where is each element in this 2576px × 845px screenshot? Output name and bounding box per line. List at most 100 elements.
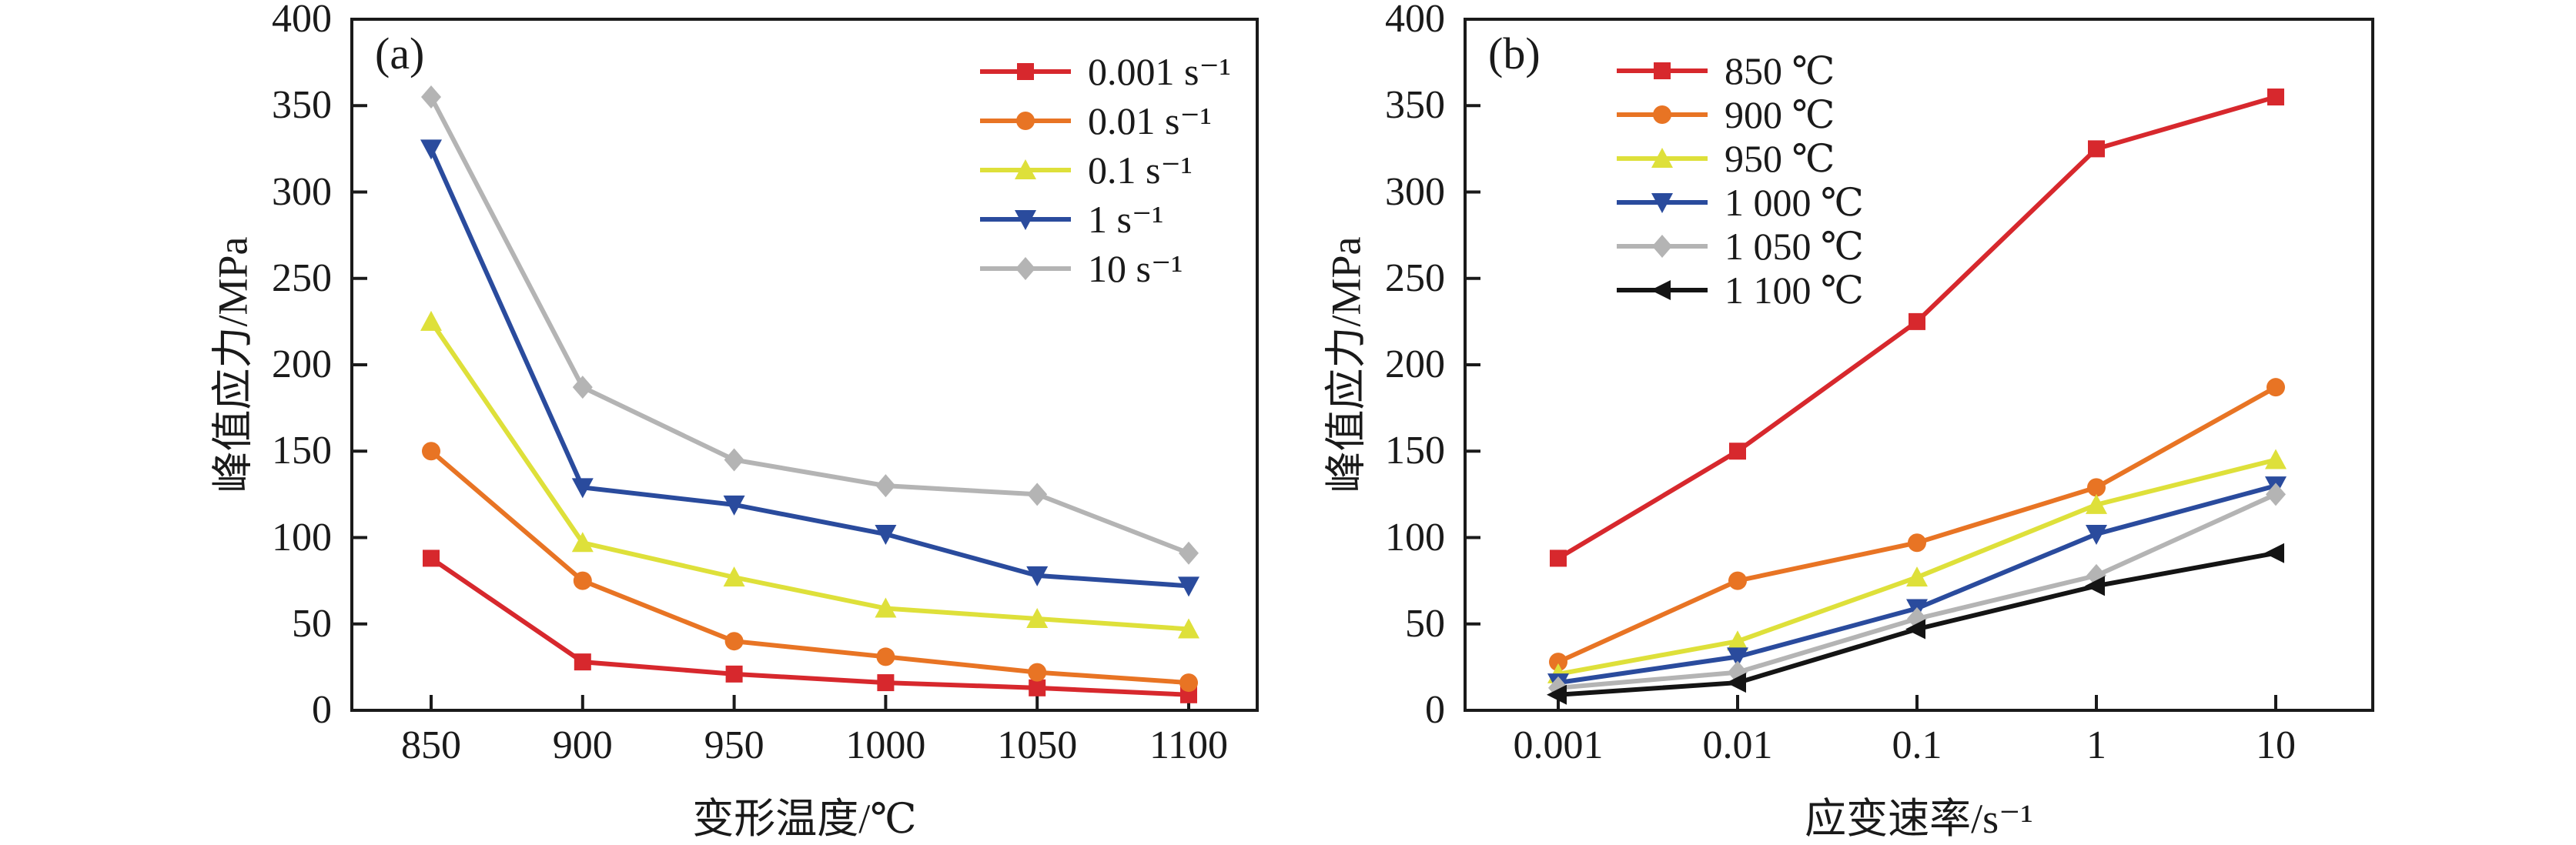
legend-label: 900 ℃ xyxy=(1725,92,1835,136)
plot-svg-b xyxy=(1464,18,2374,712)
legend-triangle-left-icon xyxy=(1651,279,1671,300)
legend-marker-icon xyxy=(1016,112,1035,130)
y-tick-label: 150 xyxy=(272,429,332,473)
series-line xyxy=(429,95,1190,556)
legend-item: 0.1 s⁻¹ xyxy=(980,145,1231,195)
panel-label-b: (b) xyxy=(1488,28,1541,78)
y-tick-label: 200 xyxy=(1385,342,1445,386)
legend-triangle-up-icon xyxy=(1651,147,1673,168)
legend-marker-icon xyxy=(1654,62,1671,79)
y-tick-label: 0 xyxy=(1425,688,1445,732)
y-tick-label: 0 xyxy=(312,688,332,732)
legend-line xyxy=(1617,147,1708,168)
x-tick-label: 0.01 xyxy=(1702,723,1773,767)
data-point-diamond xyxy=(572,376,593,399)
series-line xyxy=(430,556,1189,697)
legend-item: 1 050 ℃ xyxy=(1617,224,1864,268)
legend-diamond-icon xyxy=(1015,257,1035,280)
data-point-triangle-up xyxy=(1026,608,1049,629)
data-point-triangle-down xyxy=(1026,566,1049,586)
data-point-triangle-down xyxy=(420,139,442,160)
legend-line xyxy=(1617,234,1708,258)
data-point-diamond xyxy=(1027,483,1048,506)
legend-item: 850 ℃ xyxy=(1617,48,1864,92)
y-tick-label: 400 xyxy=(1385,0,1445,41)
legend-line xyxy=(980,257,1071,280)
panel-label-a: (a) xyxy=(375,28,425,78)
legend-label: 1 000 ℃ xyxy=(1725,180,1864,224)
legend-diamond-icon xyxy=(1652,234,1672,258)
data-point-triangle-up xyxy=(1727,630,1748,651)
data-point-circle xyxy=(724,632,744,651)
data-point-circle xyxy=(573,571,592,590)
legend-triangle-down-icon xyxy=(1015,210,1036,230)
data-point-circle xyxy=(422,442,440,461)
chart-panel-b: (b) 850 ℃ 900 ℃ 950 ℃ 1 000 ℃ 1 050 ℃ 1 100 ℃… xyxy=(1323,0,2374,842)
data-point-triangle-down xyxy=(875,525,897,546)
legend-marker-icon xyxy=(1653,105,1671,124)
y-tick-label: 250 xyxy=(1385,256,1445,300)
legend-a: 0.001 s⁻¹ 0.01 s⁻¹ 0.1 s⁻¹ 1 s⁻¹ 10 s⁻¹ xyxy=(980,47,1231,293)
data-point-triangle-left xyxy=(1726,673,1746,693)
legend-item: 950 ℃ xyxy=(1617,136,1864,180)
data-point-circle xyxy=(1728,571,1747,590)
data-point-triangle-up xyxy=(2265,449,2287,469)
x-tick-label: 1000 xyxy=(845,723,926,767)
x-tick-label: 0.1 xyxy=(1892,723,1942,767)
data-point-circle xyxy=(876,647,895,666)
y-tick-label: 150 xyxy=(1385,429,1445,473)
data-point-triangle-up xyxy=(1178,618,1199,639)
data-point-square xyxy=(2088,140,2105,158)
data-point-square xyxy=(423,549,440,567)
y-tick-label: 100 xyxy=(1385,515,1445,559)
data-point-triangle-up xyxy=(723,566,745,587)
y-tick-label: 300 xyxy=(1385,169,1445,214)
data-point-triangle-up xyxy=(875,597,897,618)
data-point-diamond xyxy=(421,85,441,109)
data-point-triangle-up xyxy=(2086,493,2107,514)
y-tick-label: 300 xyxy=(272,169,332,214)
legend-square-icon xyxy=(1017,63,1034,80)
data-point-diamond xyxy=(2266,483,2286,506)
y-tick-label: 200 xyxy=(272,342,332,386)
data-point-triangle-down xyxy=(571,478,594,499)
legend-marker-icon xyxy=(1652,234,1672,258)
data-point-square xyxy=(877,674,895,692)
data-point-square xyxy=(1909,312,1925,330)
data-point-triangle-down xyxy=(723,495,745,516)
data-point-circle xyxy=(1908,533,1926,553)
legend-line xyxy=(1617,192,1708,213)
legend-line xyxy=(1617,105,1708,124)
data-point-circle xyxy=(2087,478,2106,497)
y-tick-label: 250 xyxy=(272,256,332,300)
data-point-triangle-left xyxy=(2085,576,2105,596)
x-tick-label: 900 xyxy=(552,723,613,767)
y-tick-label: 350 xyxy=(272,83,332,128)
y-tick-label: 100 xyxy=(272,515,332,559)
series-line xyxy=(430,449,1189,686)
legend-marker-icon xyxy=(1651,192,1673,213)
data-point-circle xyxy=(1028,663,1047,682)
legend-marker-icon xyxy=(1651,279,1671,300)
legend-circle-icon xyxy=(1016,112,1035,130)
data-point-triangle-down xyxy=(1178,576,1199,597)
data-point-triangle-down xyxy=(1727,647,1748,668)
legend-label: 850 ℃ xyxy=(1725,48,1835,92)
plot-svg-a xyxy=(350,18,1259,712)
data-point-diamond xyxy=(724,448,744,472)
data-point-triangle-up xyxy=(420,310,442,331)
legend-marker-icon xyxy=(1015,257,1035,280)
data-point-diamond xyxy=(1179,541,1199,565)
legend-label: 0.01 s⁻¹ xyxy=(1088,99,1212,142)
x-tick-label: 0.001 xyxy=(1513,723,1604,767)
legend-label: 1 050 ℃ xyxy=(1725,224,1864,268)
legend-label: 1 s⁻¹ xyxy=(1088,198,1164,241)
series-line xyxy=(1557,492,2277,690)
legend-label: 950 ℃ xyxy=(1725,136,1835,180)
x-tick-label: 10 xyxy=(2256,723,2296,767)
legend-b: 850 ℃ 900 ℃ 950 ℃ 1 000 ℃ 1 050 ℃ 1 100 ℃ xyxy=(1617,48,1864,312)
legend-marker-icon xyxy=(1017,63,1034,80)
data-point-triangle-left xyxy=(1905,619,1925,640)
legend-circle-icon xyxy=(1653,105,1671,124)
